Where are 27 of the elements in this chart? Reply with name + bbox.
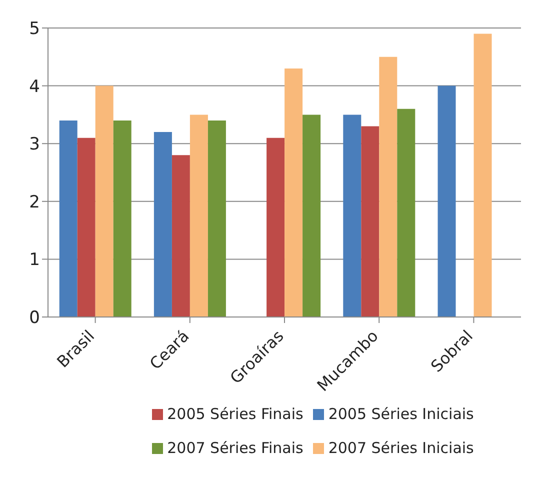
legend-label: 2007 Séries Iniciais <box>328 439 474 457</box>
bar <box>438 86 456 317</box>
bar <box>190 114 208 317</box>
bar <box>361 126 380 317</box>
bar <box>284 68 303 317</box>
y-tick-label: 3 <box>29 134 40 155</box>
bar <box>379 56 398 317</box>
bar <box>95 86 114 317</box>
y-tick-label: 5 <box>29 19 40 40</box>
bar <box>154 132 172 317</box>
bar <box>397 108 416 317</box>
y-tick-label: 1 <box>29 250 40 270</box>
bar <box>302 114 321 317</box>
bar <box>59 120 78 317</box>
bar <box>343 114 362 317</box>
bar <box>77 138 96 317</box>
y-tick-label: 4 <box>29 76 40 97</box>
legend-label: 2007 Séries Finais <box>167 439 304 457</box>
legend-label: 2005 Séries Finais <box>167 405 304 423</box>
bar <box>172 155 190 317</box>
bar <box>474 34 492 317</box>
y-tick-label: 0 <box>29 308 40 328</box>
bar <box>266 138 285 317</box>
y-tick-label: 2 <box>29 192 40 212</box>
bar <box>208 120 226 317</box>
bar <box>113 120 132 317</box>
legend-label: 2005 Séries Iniciais <box>328 405 474 423</box>
